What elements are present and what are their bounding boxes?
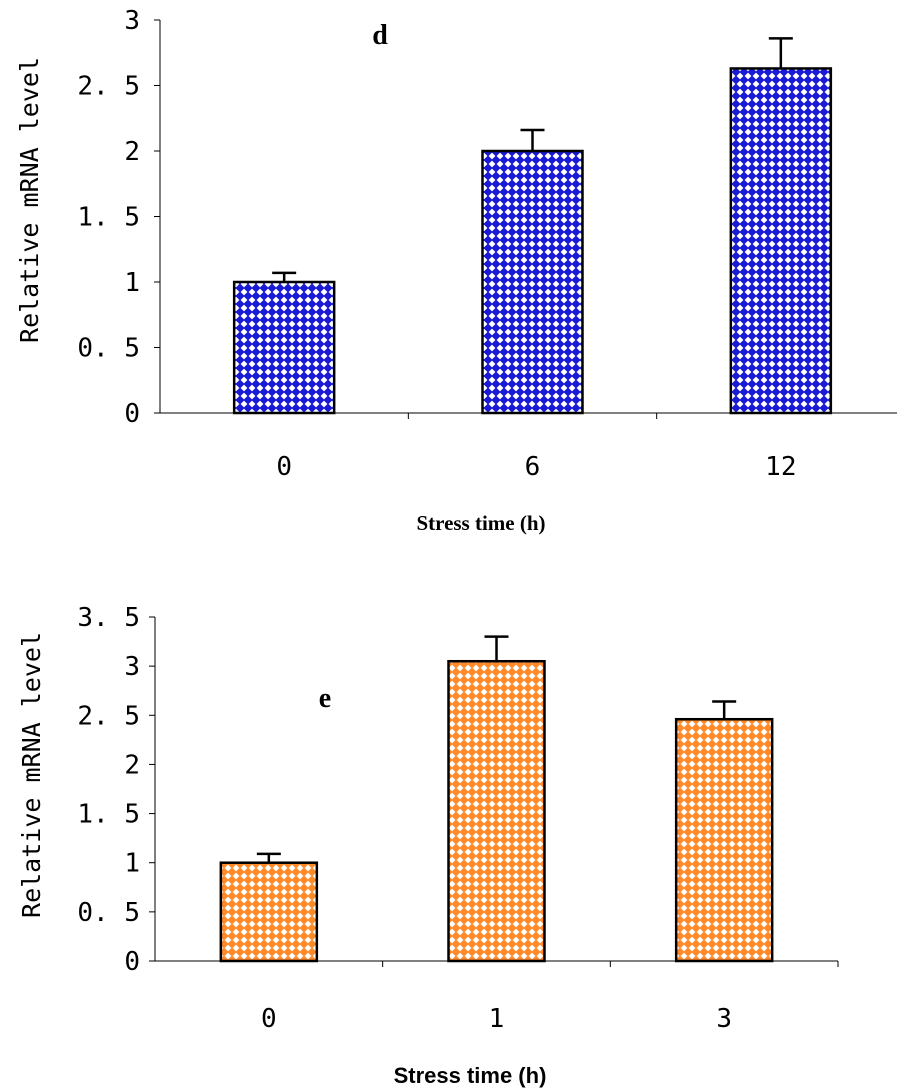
x-axis-title-e: Stress time (h) bbox=[394, 1063, 547, 1088]
panel-label-e: e bbox=[319, 683, 331, 714]
plot-area-e: 0 0. 5 1 1. 5 2 2. 5 3 3. 5 0 1 3 bbox=[77, 603, 839, 1034]
y-axis-title: Relative mRNA level bbox=[15, 57, 44, 343]
y-tick-label: 1. 5 bbox=[77, 203, 140, 233]
y-tick-label: 1 bbox=[124, 849, 140, 879]
y-tick-label: 0 bbox=[124, 399, 140, 429]
y-tick-label: 2 bbox=[124, 137, 140, 167]
bar-d-12 bbox=[729, 67, 833, 415]
bar-d-6 bbox=[481, 149, 584, 415]
y-tick-label: 2. 5 bbox=[77, 72, 140, 102]
x-tick-label: 3 bbox=[716, 1004, 732, 1034]
y-tick-label: 3 bbox=[124, 652, 140, 682]
chart-panel-d: Relative mRNA level d 0 0. 5 1 1. 5 2 2. 5 3 0 6… bbox=[15, 6, 897, 535]
x-tick-label: 1 bbox=[489, 1004, 505, 1034]
x-tick-label: 12 bbox=[765, 452, 796, 482]
chart-panel-e: Relative mRNA level e 0 0. 5 1 1. 5 2 2. 5 3 3.… bbox=[17, 603, 839, 1088]
y-tick-label: 0. 5 bbox=[77, 334, 140, 364]
bar-e-0 bbox=[219, 861, 319, 963]
x-tick-label: 0 bbox=[261, 1004, 277, 1034]
x-tick-label: 6 bbox=[525, 452, 541, 482]
y-tick-label: 3. 5 bbox=[77, 603, 140, 633]
y-tick-label: 1 bbox=[124, 268, 140, 298]
x-axis-title-d: Stress time (h) bbox=[416, 511, 545, 535]
y-axis-title-d: Relative mRNA level bbox=[15, 57, 44, 343]
y-axis-title-e: Relative mRNA level bbox=[17, 632, 46, 918]
bar-d-0 bbox=[232, 280, 336, 415]
y-tick-label: 0 bbox=[124, 947, 140, 977]
y-tick-label: 1. 5 bbox=[77, 800, 140, 830]
x-tick-label: 0 bbox=[276, 452, 292, 482]
y-tick-label: 0. 5 bbox=[77, 898, 140, 928]
panel-label-d: d bbox=[372, 20, 388, 51]
y-tick-label: 2. 5 bbox=[77, 701, 140, 731]
bar-e-3 bbox=[674, 717, 774, 963]
y-axis-title: Relative mRNA level bbox=[17, 632, 46, 918]
y-tick-label: 2 bbox=[124, 750, 140, 780]
plot-area-d: 0 0. 5 1 1. 5 2 2. 5 3 0 6 12 bbox=[77, 6, 897, 482]
bar-e-1 bbox=[447, 659, 546, 963]
y-tick-label: 3 bbox=[124, 6, 140, 36]
